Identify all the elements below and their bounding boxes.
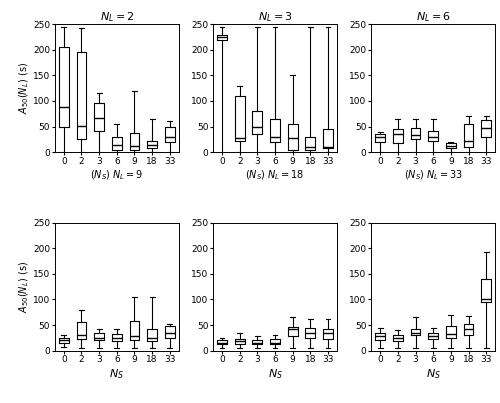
X-axis label: $(N_S)\; N_L = 33$: $(N_S)\; N_L = 33$	[404, 169, 463, 183]
X-axis label: $N_S$: $N_S$	[426, 367, 440, 381]
Y-axis label: $A_{50}(N_L)$ (s): $A_{50}(N_L)$ (s)	[18, 62, 32, 114]
X-axis label: $N_S$: $N_S$	[268, 367, 282, 381]
Title: $N_L = 6$: $N_L = 6$	[416, 10, 450, 24]
X-axis label: $(N_S)\; N_L = 18$: $(N_S)\; N_L = 18$	[246, 169, 304, 183]
X-axis label: $N_S$: $N_S$	[110, 367, 124, 381]
Title: $N_L = 2$: $N_L = 2$	[100, 10, 134, 24]
Title: $N_L = 3$: $N_L = 3$	[258, 10, 292, 24]
X-axis label: $(N_S)\; N_L = 9$: $(N_S)\; N_L = 9$	[90, 169, 144, 183]
Y-axis label: $A_{50}(N_L)$ (s): $A_{50}(N_L)$ (s)	[18, 261, 32, 313]
